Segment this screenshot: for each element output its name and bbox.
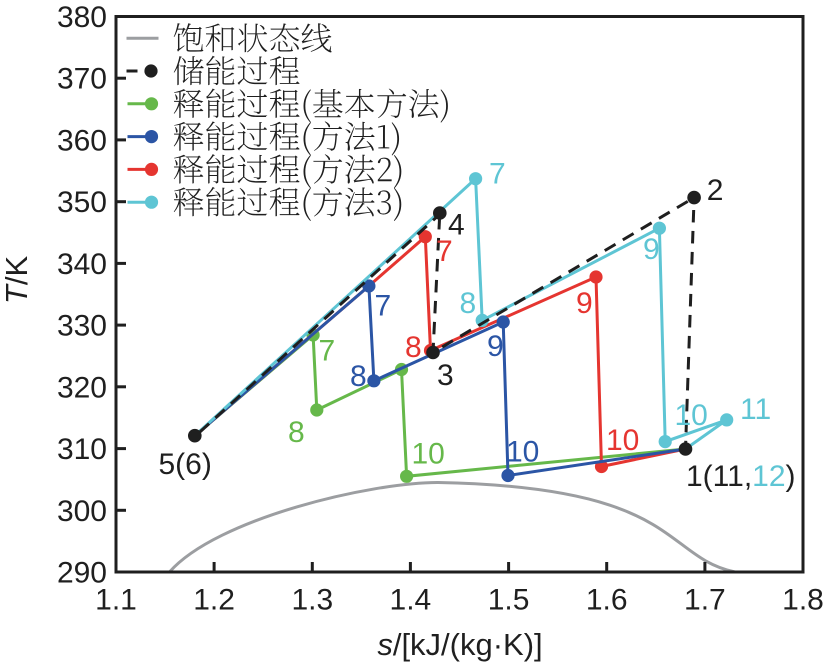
svg-text:330: 330: [57, 310, 107, 343]
svg-text:340: 340: [57, 248, 107, 281]
svg-text:1.1: 1.1: [95, 584, 137, 617]
svg-text:1.2: 1.2: [193, 584, 235, 617]
svg-text:10: 10: [606, 424, 639, 457]
svg-text:3: 3: [437, 359, 454, 392]
svg-text:8: 8: [350, 360, 367, 393]
svg-text:10: 10: [675, 399, 708, 432]
svg-text:1.3: 1.3: [291, 584, 333, 617]
svg-text:7: 7: [319, 335, 336, 368]
svg-text:10: 10: [506, 436, 539, 469]
svg-text:1.6: 1.6: [586, 584, 628, 617]
svg-text:1.8: 1.8: [782, 584, 824, 617]
svg-text:360: 360: [57, 124, 107, 157]
svg-text:10: 10: [412, 438, 445, 471]
svg-text:9: 9: [576, 287, 593, 320]
svg-text:320: 320: [57, 371, 107, 404]
svg-text:11: 11: [740, 393, 771, 426]
svg-text:8: 8: [405, 331, 422, 364]
svg-text:350: 350: [57, 186, 107, 219]
svg-text:1(11,12): 1(11,12): [686, 460, 796, 493]
svg-text:T/K: T/K: [0, 256, 34, 305]
svg-text:9: 9: [487, 330, 504, 363]
svg-text:380: 380: [57, 1, 107, 34]
svg-text:5(6): 5(6): [159, 448, 212, 481]
svg-text:2: 2: [707, 174, 724, 207]
svg-text:8: 8: [460, 287, 477, 320]
svg-text:9: 9: [643, 233, 660, 266]
svg-text:1.7: 1.7: [684, 584, 726, 617]
svg-text:7: 7: [489, 158, 506, 191]
svg-text:1.4: 1.4: [390, 584, 432, 617]
svg-text:7: 7: [436, 235, 453, 268]
svg-text:300: 300: [57, 495, 107, 528]
svg-text:1.5: 1.5: [488, 584, 530, 617]
svg-text:4: 4: [448, 209, 465, 242]
svg-text:s/[kJ/(kg·K)]: s/[kJ/(kg·K)]: [377, 627, 542, 662]
svg-text:7: 7: [375, 290, 392, 323]
svg-text:310: 310: [57, 433, 107, 466]
svg-text:290: 290: [57, 557, 107, 590]
svg-text:370: 370: [57, 63, 107, 96]
svg-text:8: 8: [288, 416, 305, 449]
